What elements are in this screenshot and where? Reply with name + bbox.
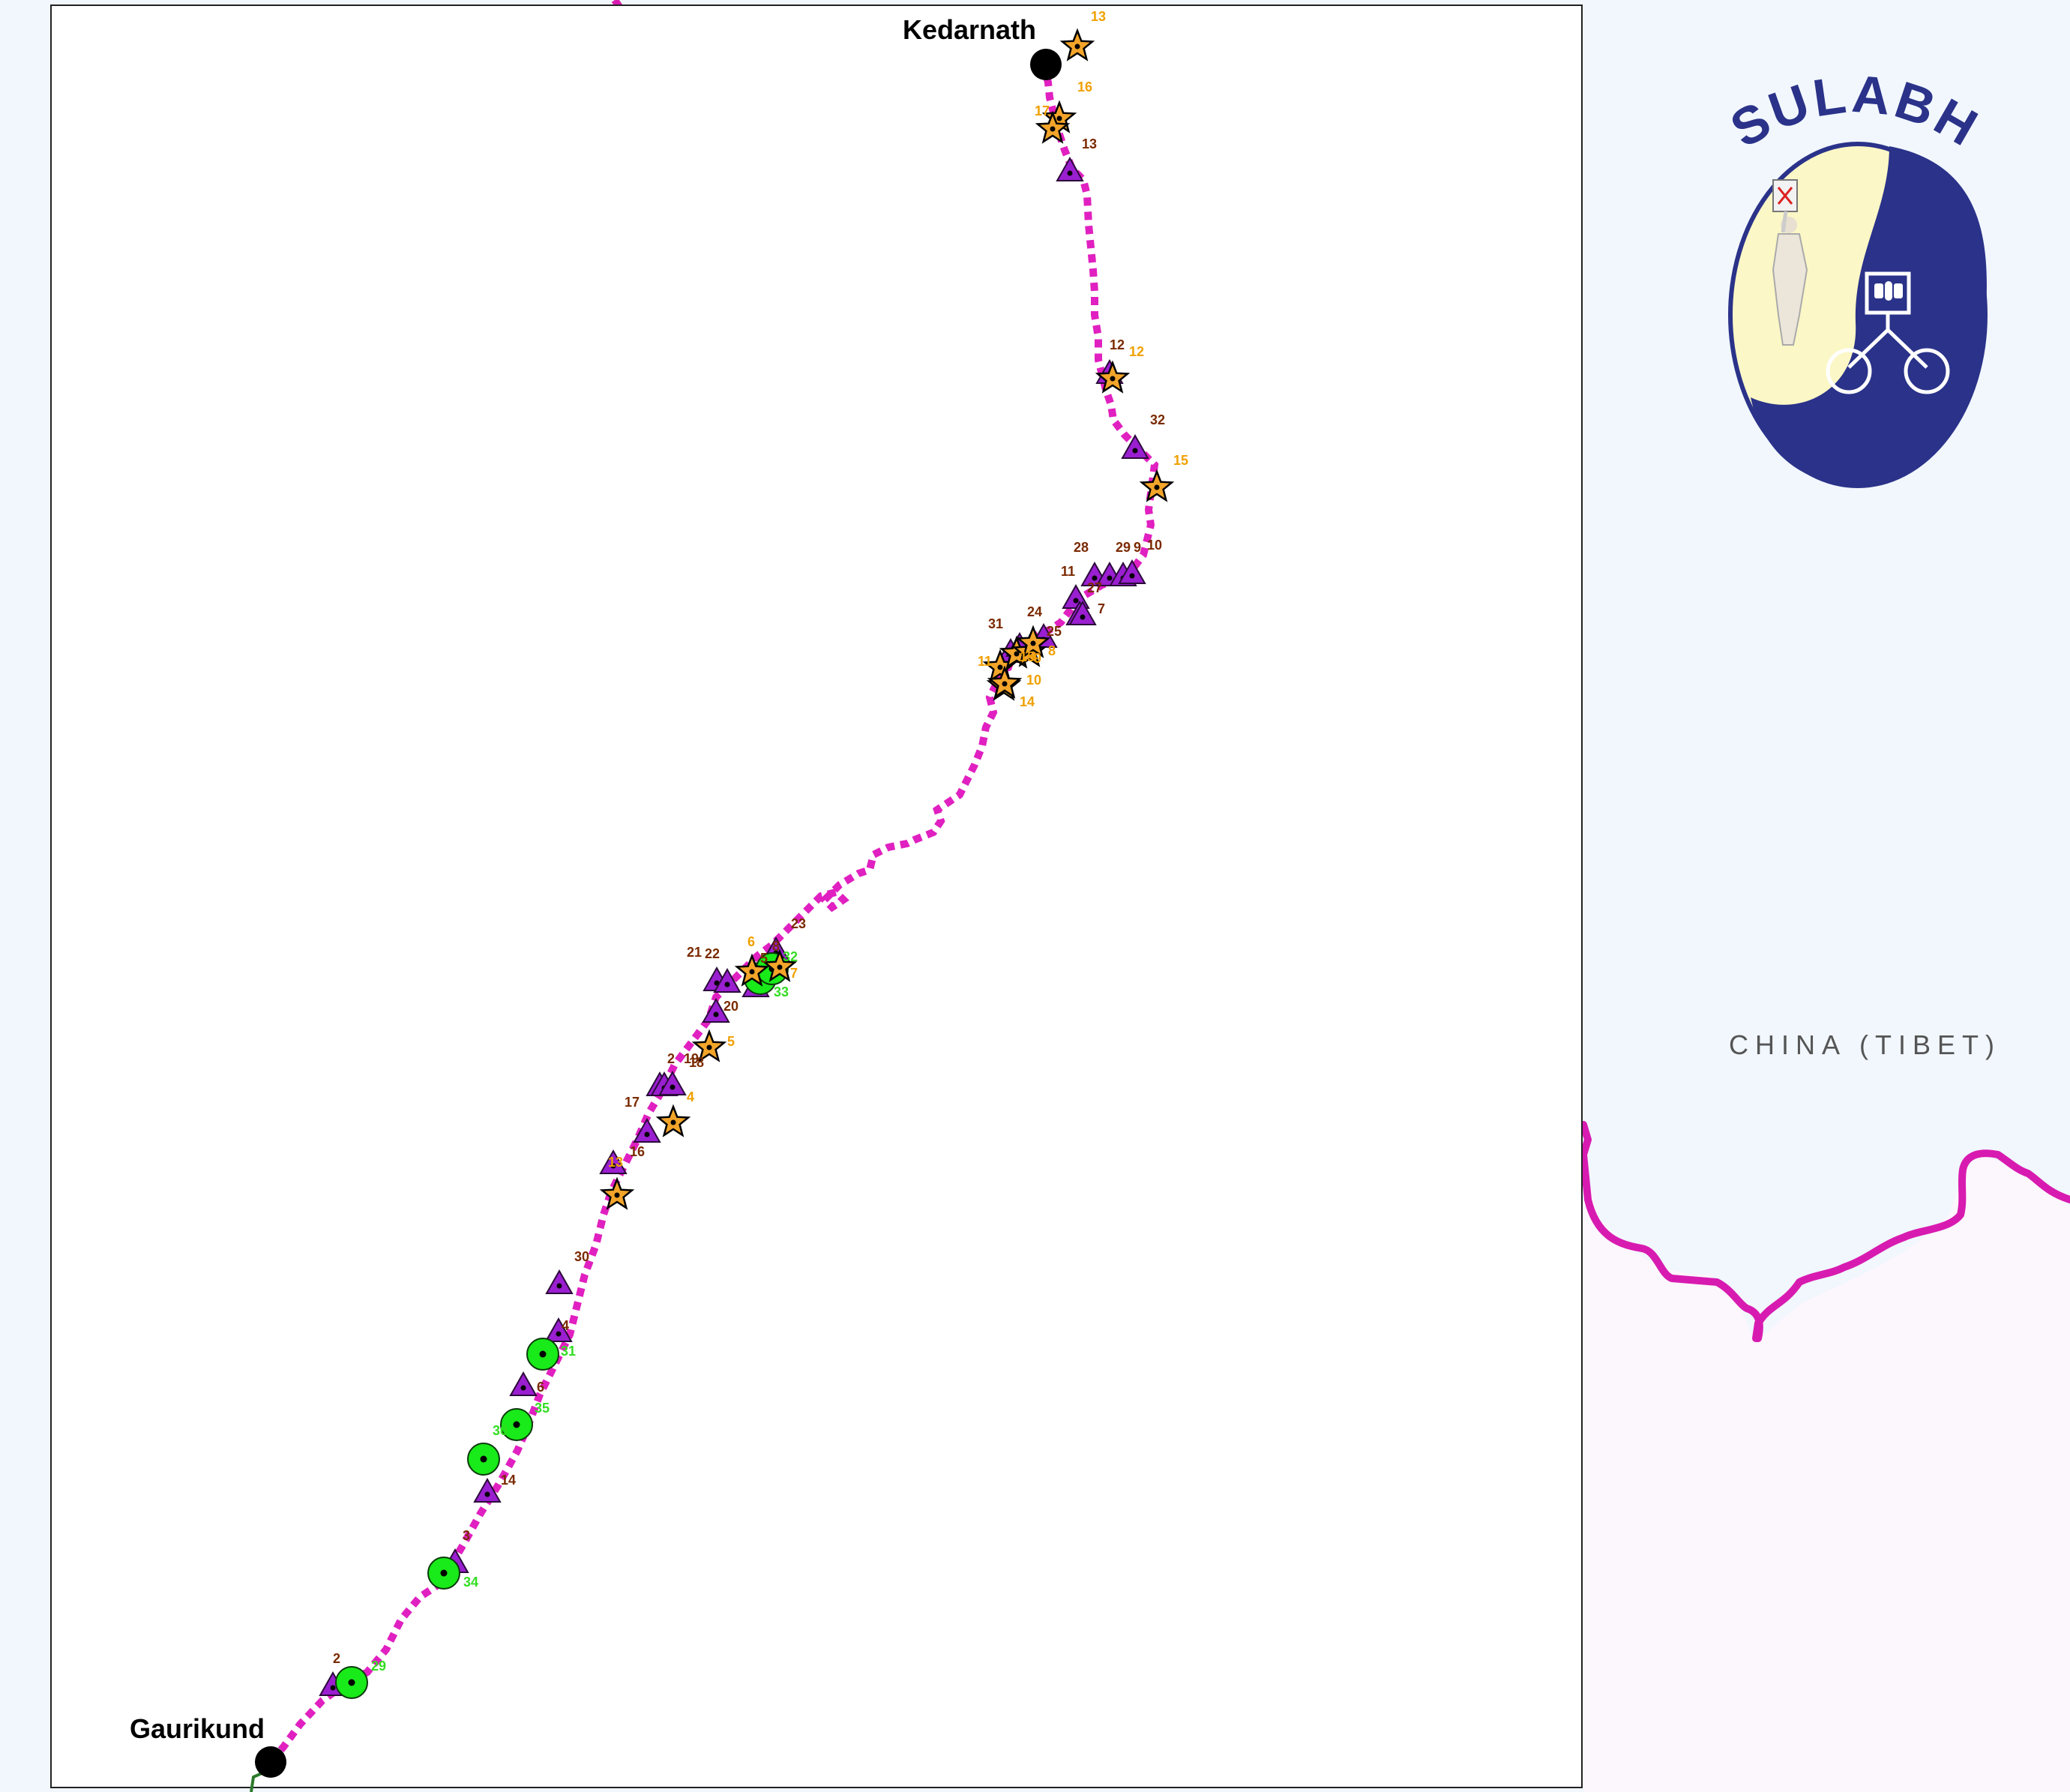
triangle-marker-icon[interactable] — [544, 1317, 573, 1342]
star-marker-icon[interactable] — [1015, 625, 1051, 658]
star-marker-label: 6 — [747, 934, 755, 949]
triangle-marker-label: 9 — [1134, 540, 1141, 555]
star-marker-label: 8 — [1048, 643, 1056, 658]
triangle-marker-label: 2 — [667, 1051, 675, 1066]
star-marker-label: 5 — [727, 1034, 735, 1049]
triangle-marker-icon[interactable] — [702, 997, 730, 1023]
triangle-marker-label: 7 — [1098, 601, 1105, 616]
star-marker-label: 16 — [1077, 79, 1092, 94]
star-marker-icon[interactable] — [1059, 28, 1095, 61]
international-border — [1580, 1121, 2070, 1342]
triangle-marker-label: 10 — [1147, 538, 1162, 553]
triangle-marker-icon[interactable] — [1121, 433, 1149, 459]
star-marker-icon[interactable] — [691, 1029, 727, 1062]
triangle-marker-label: 6 — [537, 1380, 544, 1395]
sulabh-logo: SULABH — [1721, 64, 1988, 488]
circle-marker-label: 29 — [371, 1659, 386, 1674]
circle-marker-icon[interactable] — [467, 1443, 500, 1476]
city-dot-icon[interactable] — [255, 1746, 286, 1778]
circle-marker-label: 34 — [463, 1575, 478, 1590]
star-marker-icon[interactable] — [987, 665, 1023, 699]
star-marker-icon[interactable] — [734, 953, 770, 987]
triangle-marker-label: 16 — [630, 1144, 645, 1159]
triangle-marker-label: 30 — [574, 1249, 589, 1264]
triangle-marker-label: 28 — [1074, 540, 1089, 555]
triangle-marker-icon[interactable] — [545, 1269, 574, 1294]
triangle-marker-label: 8 — [772, 939, 780, 954]
triangle-marker-icon[interactable] — [599, 1149, 628, 1174]
circle-marker-icon[interactable] — [335, 1666, 368, 1699]
star-marker-label: 4 — [687, 1089, 694, 1104]
triangle-marker-icon[interactable] — [473, 1477, 502, 1503]
circle-marker-label: 35 — [535, 1401, 550, 1416]
triangle-marker-label: 13 — [1082, 136, 1097, 151]
triangle-marker-label: 20 — [723, 999, 738, 1014]
circle-marker-icon[interactable] — [500, 1408, 533, 1441]
triangle-marker-icon[interactable] — [1068, 600, 1097, 625]
star-marker-icon[interactable] — [1139, 469, 1175, 502]
triangle-marker-label: 25 — [1047, 624, 1062, 639]
triangle-marker-label: 27 — [1087, 580, 1102, 595]
star-marker-icon[interactable] — [655, 1104, 691, 1137]
triangle-marker-icon[interactable] — [658, 1070, 687, 1095]
star-marker-label: 9 — [1034, 651, 1041, 666]
star-marker-icon[interactable] — [762, 948, 798, 982]
triangle-marker-icon[interactable] — [509, 1371, 538, 1396]
place-label-kedarnath: Kedarnath — [903, 14, 1037, 45]
triangle-marker-label: 3 — [463, 1528, 470, 1543]
markers-layer — [319, 28, 1175, 1699]
circle-marker-label: 30 — [493, 1423, 508, 1438]
star-marker-label: 13 — [1091, 9, 1106, 24]
star-marker-icon[interactable] — [599, 1176, 635, 1210]
city-dot-icon[interactable] — [1030, 49, 1062, 80]
circle-marker-label: 33 — [774, 984, 789, 999]
circle-marker-label: 32 — [783, 949, 798, 964]
toilet-symbol-icon — [1826, 271, 1950, 394]
star-marker-icon[interactable] — [1095, 360, 1131, 394]
statue-figure — [1772, 179, 1808, 346]
triangle-marker-label: 4 — [562, 1318, 569, 1333]
triangle-marker-label: 17 — [625, 1095, 640, 1110]
star-marker-label: 14 — [1020, 694, 1035, 709]
circle-marker-icon[interactable] — [526, 1338, 559, 1371]
triangle-marker-label: 24 — [1027, 604, 1042, 619]
triangle-marker-label: 32 — [1150, 412, 1165, 427]
triangle-marker-icon[interactable] — [1118, 559, 1146, 584]
triangle-marker-label: 12 — [1110, 337, 1125, 352]
triangle-marker-label: 21 — [687, 945, 702, 960]
triangle-marker-label: 22 — [705, 946, 720, 961]
triangle-marker-label: 5 — [760, 951, 768, 966]
triangle-marker-icon[interactable] — [713, 967, 741, 993]
star-marker-label: 12 — [1129, 344, 1144, 359]
circle-marker-icon[interactable] — [427, 1557, 460, 1590]
star-marker-label: 15 — [1020, 649, 1035, 664]
triangle-marker-label: 11 — [1061, 564, 1075, 579]
star-marker-label: 10 — [1026, 673, 1041, 688]
place-label-gaurikund: Gaurikund — [130, 1713, 265, 1744]
star-marker-icon[interactable] — [1035, 110, 1071, 144]
triangle-marker-label: 23 — [791, 916, 806, 931]
triangle-marker-label: 14 — [501, 1473, 516, 1488]
tibet-region — [1583, 1155, 2070, 1792]
star-marker-label: 15 — [1173, 453, 1188, 468]
star-marker-label: 17 — [1035, 103, 1050, 118]
triangle-marker-icon[interactable] — [1056, 156, 1084, 181]
trek-route — [268, 66, 1159, 1764]
region-label-china-tibet: CHINA (TIBET) — [1729, 1029, 2002, 1060]
star-marker-label: 13 — [608, 1155, 623, 1170]
triangle-marker-label: 19 — [684, 1051, 699, 1066]
triangle-marker-label: 18 — [689, 1055, 704, 1070]
triangle-marker-label: 29 — [1116, 540, 1131, 555]
star-marker-label: 11 — [978, 654, 992, 669]
circle-marker-label: 31 — [561, 1344, 576, 1359]
triangle-marker-label: 2 — [333, 1651, 340, 1666]
star-marker-label: 7 — [790, 966, 798, 981]
triangle-marker-label: 31 — [988, 616, 1003, 631]
triangle-marker-icon[interactable] — [633, 1117, 661, 1143]
